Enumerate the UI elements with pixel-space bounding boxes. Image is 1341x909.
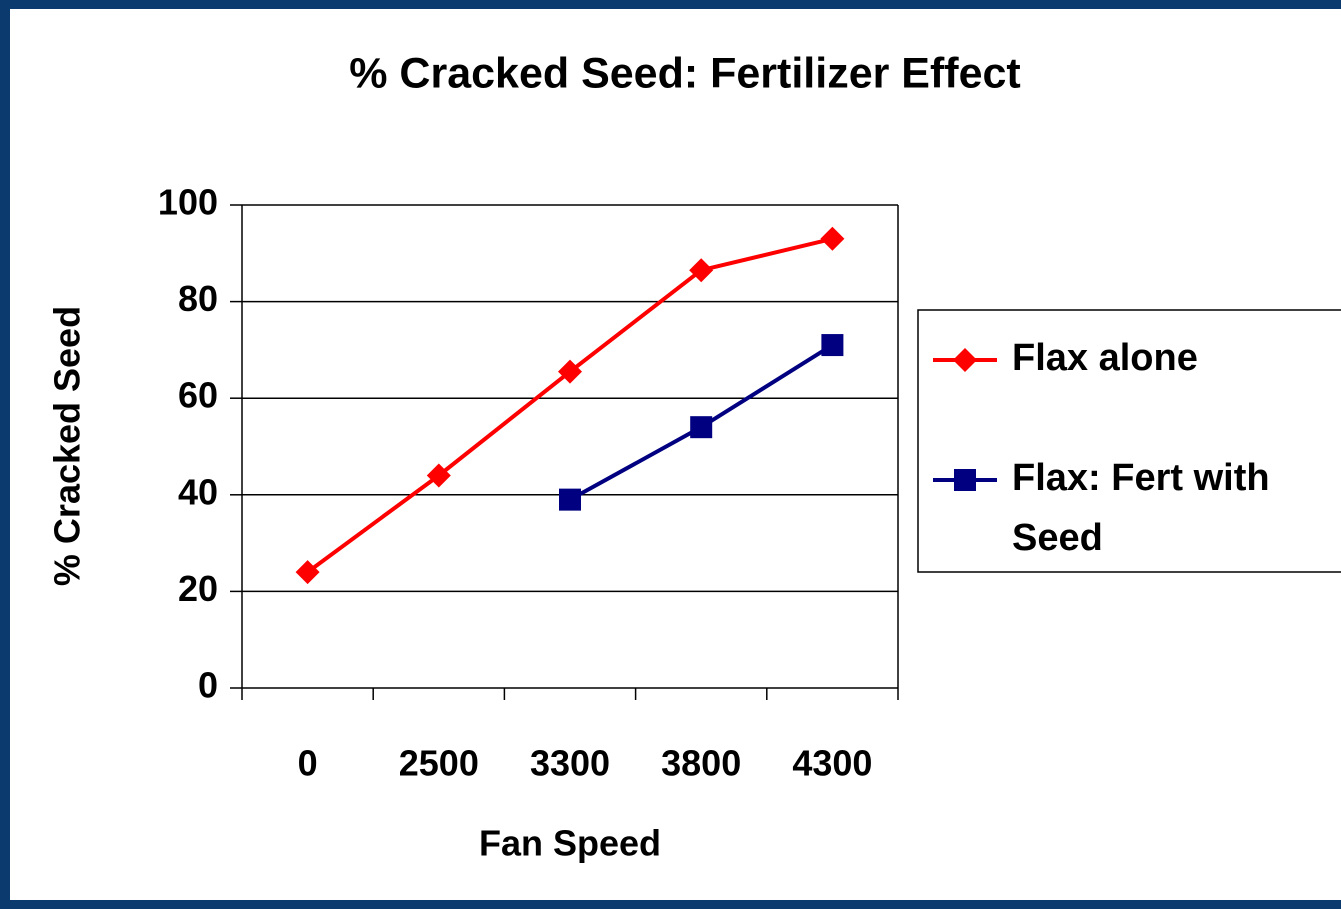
- point: [953, 348, 977, 372]
- x-tick-label: 4300: [792, 743, 872, 784]
- y-tick-label: 20: [178, 568, 218, 609]
- x-tick-label: 2500: [399, 743, 479, 784]
- y-axis-title: % Cracked Seed: [47, 306, 88, 586]
- point: [821, 334, 844, 357]
- point: [559, 488, 581, 511]
- legend-label: Flax: Fert with Seed: [1012, 457, 1270, 559]
- y-tick-label: 60: [178, 375, 218, 416]
- chart-title: % Cracked Seed: Fertilizer Effect: [349, 49, 1021, 97]
- point: [295, 560, 320, 585]
- x-tick-label: 3800: [661, 743, 741, 784]
- point: [558, 359, 582, 384]
- point: [689, 258, 714, 283]
- y-tick-label: 100: [158, 182, 218, 223]
- point: [954, 469, 976, 491]
- legend-box: [917, 309, 1341, 573]
- legend-label: Flax alone: [1012, 337, 1198, 379]
- y-tick-label: 40: [178, 471, 218, 512]
- point: [820, 226, 845, 251]
- y-tick-label: 80: [178, 278, 218, 319]
- x-axis-title: Fan Speed: [479, 823, 661, 864]
- point: [426, 463, 451, 488]
- point: [690, 416, 713, 439]
- x-tick-label: 0: [298, 743, 318, 784]
- y-tick-label: 0: [198, 665, 218, 706]
- x-tick-label: 3300: [530, 743, 610, 784]
